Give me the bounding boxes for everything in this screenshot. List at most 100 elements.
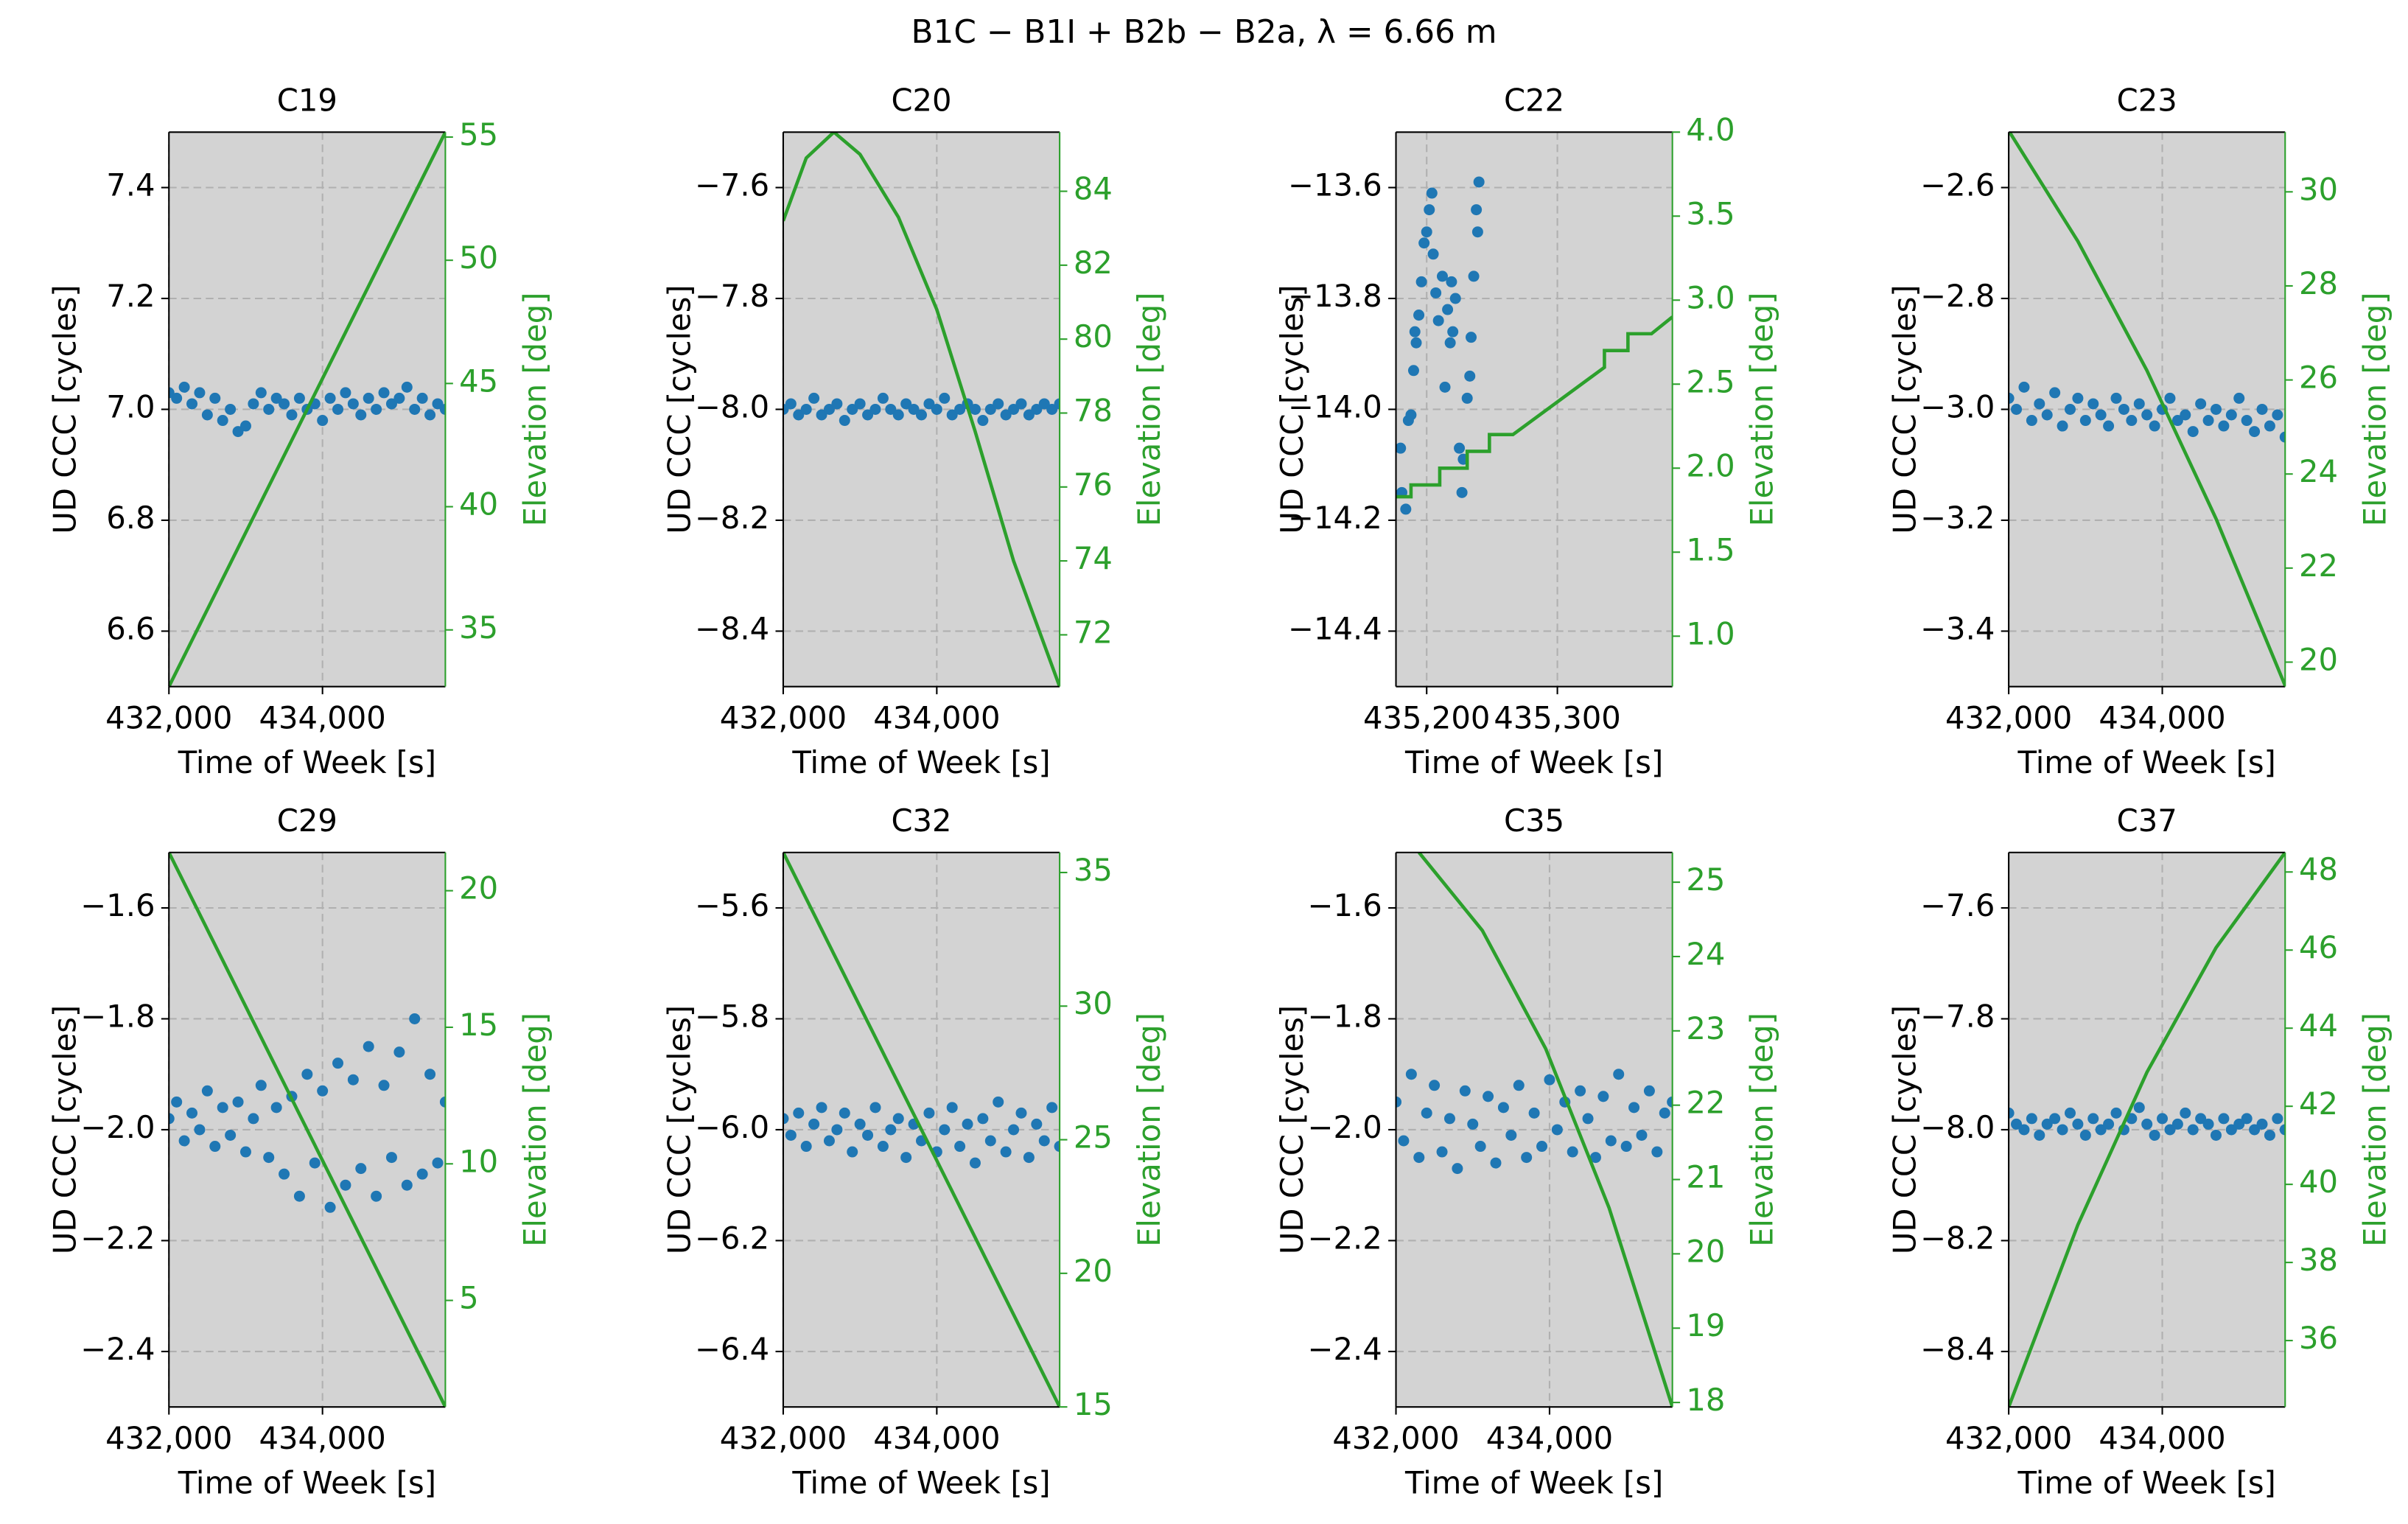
y-axis-label: UD CCC [cycles] xyxy=(661,284,697,534)
ccc-point xyxy=(969,403,981,415)
ccc-point xyxy=(1490,1157,1502,1169)
ccc-point xyxy=(1452,1163,1463,1175)
y2-tick-label: 35 xyxy=(1074,852,1113,888)
ccc-point xyxy=(1505,1129,1517,1141)
ccc-point xyxy=(293,392,305,404)
ccc-point xyxy=(1589,1152,1601,1164)
y2-tick-label: 20 xyxy=(459,870,498,906)
ccc-point xyxy=(939,1124,951,1136)
ccc-point xyxy=(2195,398,2207,410)
ccc-point xyxy=(1015,1107,1027,1119)
y-axis-label: UD CCC [cycles] xyxy=(1274,1005,1310,1254)
y2-tick-label: 72 xyxy=(1074,614,1113,650)
ccc-point xyxy=(363,1041,374,1052)
x-tick-label: 432,000 xyxy=(720,700,847,736)
ccc-point xyxy=(401,381,413,393)
y-tick-label: −7.8 xyxy=(695,278,769,314)
x-tick-label: 434,000 xyxy=(2099,1420,2225,1456)
ccc-point xyxy=(793,1107,805,1119)
y-tick-label: −1.8 xyxy=(80,998,155,1034)
ccc-point xyxy=(862,1129,874,1141)
ccc-point xyxy=(209,392,221,404)
ccc-point xyxy=(847,1146,858,1158)
ccc-point xyxy=(869,403,881,415)
ccc-point xyxy=(984,1135,996,1147)
y2-tick-label: 76 xyxy=(1074,466,1113,503)
ccc-point xyxy=(1444,337,1456,349)
ccc-point xyxy=(1436,1146,1448,1158)
ccc-point xyxy=(255,387,267,399)
plot-content xyxy=(1396,176,1673,515)
ccc-point xyxy=(317,1085,329,1097)
ccc-point xyxy=(793,409,805,421)
ccc-point xyxy=(1620,1141,1632,1153)
elevation-line xyxy=(2009,132,2286,687)
ccc-point xyxy=(969,1157,981,1169)
ccc-point xyxy=(279,1168,290,1180)
subplot-title: C35 xyxy=(1504,803,1564,839)
ccc-point xyxy=(862,409,874,421)
x-tick-label: 434,000 xyxy=(259,1420,386,1456)
y-tick-label: −2.4 xyxy=(1308,1331,1382,1367)
ccc-point xyxy=(2210,1129,2222,1141)
y2-tick-label: 36 xyxy=(2299,1320,2338,1356)
ccc-point xyxy=(186,398,198,410)
ccc-point xyxy=(439,1096,446,1108)
y2-tick-label: 3.5 xyxy=(1686,195,1735,231)
plot-content xyxy=(169,852,446,1408)
ccc-point xyxy=(1421,1107,1432,1119)
ccc-point xyxy=(355,409,367,421)
y-tick-label: −7.8 xyxy=(1920,998,1995,1034)
ccc-point xyxy=(2049,387,2061,399)
y2-tick-label: 15 xyxy=(1074,1386,1113,1422)
ccc-point xyxy=(816,409,827,421)
y2-tick-label: 40 xyxy=(459,486,498,522)
ccc-point xyxy=(2241,1113,2253,1125)
y-tick-label: −2.4 xyxy=(80,1331,155,1367)
ccc-point xyxy=(2057,420,2068,432)
ccc-point xyxy=(209,1141,221,1153)
y2-axis-label: Elevation [deg] xyxy=(1131,293,1167,527)
y-axis-label: UD CCC [cycles] xyxy=(1887,1005,1923,1254)
ccc-point xyxy=(2133,1102,2145,1114)
ccc-point xyxy=(1461,392,1473,404)
ccc-point xyxy=(1536,1141,1548,1153)
ccc-point xyxy=(923,1107,935,1119)
ccc-point xyxy=(1659,1107,1670,1119)
ccc-point xyxy=(270,1102,282,1114)
ccc-point xyxy=(255,1080,267,1091)
y2-tick-label: 82 xyxy=(1074,245,1113,281)
y2-axis-label: Elevation [deg] xyxy=(1131,1013,1167,1247)
ccc-point xyxy=(1046,403,1058,415)
ccc-point xyxy=(1413,310,1425,321)
ccc-point xyxy=(2009,1107,2015,1119)
ccc-point xyxy=(1459,1085,1471,1097)
ccc-point xyxy=(1015,398,1027,410)
ccc-point xyxy=(432,1157,444,1169)
ccc-point xyxy=(984,403,996,415)
subplot: 432,000 434,000 −2.4 −2.2 −2.0 −1.8 −1.6 18 19 20… xyxy=(1274,803,1780,1500)
y2-axis-label: Elevation [deg] xyxy=(2356,1013,2393,1247)
y2-axis-label: Elevation [deg] xyxy=(1744,1013,1780,1247)
plot-content xyxy=(2009,852,2286,1408)
y-tick-label: 7.2 xyxy=(106,278,155,314)
elevation-line xyxy=(169,852,446,1408)
ccc-point xyxy=(309,1157,321,1169)
plot-content xyxy=(1396,852,1673,1408)
ccc-point xyxy=(854,1118,866,1130)
y-tick-label: −3.0 xyxy=(1920,388,1995,424)
ccc-point xyxy=(2026,1113,2037,1125)
elevation-line xyxy=(1418,852,1673,1408)
y-axis-label: UD CCC [cycles] xyxy=(1887,284,1923,534)
ccc-point xyxy=(1471,204,1483,216)
y2-tick-label: 25 xyxy=(1686,861,1725,898)
ccc-point xyxy=(900,398,912,410)
y2-tick-label: 24 xyxy=(1686,936,1725,972)
ccc-point xyxy=(1551,1124,1563,1136)
ccc-point xyxy=(340,1179,351,1191)
x-axis-label: Time of Week [s] xyxy=(178,744,436,780)
ccc-point xyxy=(831,1124,843,1136)
y2-tick-label: 42 xyxy=(2299,1086,2338,1122)
ccc-point xyxy=(1651,1146,1663,1158)
ccc-point xyxy=(892,1113,904,1125)
